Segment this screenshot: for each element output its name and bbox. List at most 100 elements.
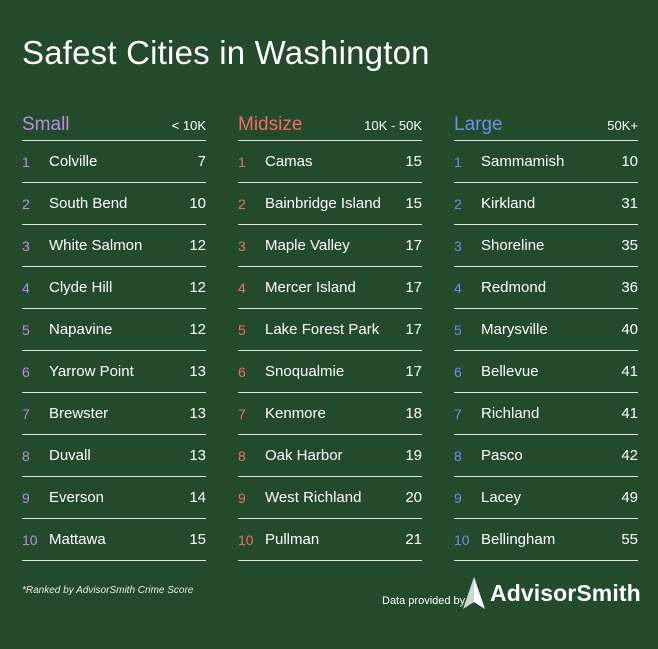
table-row: 10 Pullman 21: [238, 519, 422, 561]
table-row: 8 Duvall 13: [22, 435, 206, 477]
crime-score: 19: [405, 447, 422, 464]
city-name: Snoqualmie: [265, 363, 345, 380]
table-row: 10 Mattawa 15: [22, 519, 206, 561]
group-rows: 1 Sammamish 10 2 Kirkland 31 3 Shoreline 35 4 Redm…: [454, 141, 638, 561]
rank: 3: [454, 237, 462, 254]
rank: 8: [238, 447, 246, 464]
table-row: 1 Sammamish 10: [454, 141, 638, 183]
city-name: Colville: [49, 153, 98, 170]
table-row: 6 Yarrow Point 13: [22, 351, 206, 393]
group-rows: 1 Camas 15 2 Bainbridge Island 15 3 Maple Valle…: [238, 141, 422, 561]
city-name: Bainbridge Island: [265, 195, 381, 212]
group-large: Large 50K+ 1 Sammamish 10 2 Kirkland 31 3 Shore…: [454, 110, 638, 561]
crime-score: 17: [405, 321, 422, 338]
city-name: Mattawa: [49, 531, 106, 548]
group-range: 50K+: [607, 117, 638, 133]
city-name: Kenmore: [265, 405, 326, 422]
footnote: *Ranked by AdvisorSmith Crime Score: [22, 585, 194, 596]
crime-score: 20: [405, 489, 422, 506]
group-name: Small: [22, 114, 70, 135]
table-row: 2 Bainbridge Island 15: [238, 183, 422, 225]
crime-score: 17: [405, 237, 422, 254]
table-row: 5 Lake Forest Park 17: [238, 309, 422, 351]
table-row: 3 Shoreline 35: [454, 225, 638, 267]
table-row: 9 Lacey 49: [454, 477, 638, 519]
rank: 5: [238, 321, 246, 338]
crime-score: 12: [189, 237, 206, 254]
table-row: 8 Pasco 42: [454, 435, 638, 477]
table-row: 9 Everson 14: [22, 477, 206, 519]
group-midsize: Midsize 10K - 50K 1 Camas 15 2 Bainbridge Is…: [238, 110, 422, 561]
rank: 9: [22, 489, 30, 506]
rank: 7: [22, 405, 30, 422]
group-range: 10K - 50K: [364, 117, 422, 133]
rank: 9: [238, 489, 246, 506]
group-small: Small < 10K 1 Colville 7 2 South Bend 10 3 Whit…: [22, 110, 206, 561]
rank: 1: [22, 153, 30, 170]
city-name: Bellevue: [481, 363, 539, 380]
rank: 1: [454, 153, 462, 170]
crime-score: 41: [621, 363, 638, 380]
city-name: Napavine: [49, 321, 113, 338]
city-name: Oak Harbor: [265, 447, 343, 464]
city-name: Yarrow Point: [49, 363, 134, 380]
crime-score: 14: [189, 489, 206, 506]
table-row: 4 Clyde Hill 12: [22, 267, 206, 309]
crime-score: 40: [621, 321, 638, 338]
rank: 9: [454, 489, 462, 506]
crime-score: 12: [189, 321, 206, 338]
city-name: Duvall: [49, 447, 91, 464]
rank: 8: [454, 447, 462, 464]
table-row: 6 Snoqualmie 17: [238, 351, 422, 393]
city-name: Maple Valley: [265, 237, 350, 254]
table-row: 2 South Bend 10: [22, 183, 206, 225]
crime-score: 13: [189, 405, 206, 422]
crime-score: 15: [405, 153, 422, 170]
table-row: 2 Kirkland 31: [454, 183, 638, 225]
crime-score: 13: [189, 363, 206, 380]
group-name: Large: [454, 114, 503, 135]
group-header: Large 50K+: [454, 110, 638, 141]
table-row: 5 Marysville 40: [454, 309, 638, 351]
rank: 4: [454, 279, 462, 296]
table-row: 3 White Salmon 12: [22, 225, 206, 267]
table-row: 8 Oak Harbor 19: [238, 435, 422, 477]
crime-score: 10: [621, 153, 638, 170]
group-header: Small < 10K: [22, 110, 206, 141]
crime-score: 35: [621, 237, 638, 254]
rank: 8: [22, 447, 30, 464]
city-name: Everson: [49, 489, 105, 506]
data-provided-label: Data provided by: [382, 595, 466, 607]
table-row: 7 Richland 41: [454, 393, 638, 435]
city-name: Shoreline: [481, 237, 545, 254]
rank: 4: [238, 279, 246, 296]
crime-score: 18: [405, 405, 422, 422]
rank: 10: [238, 531, 254, 548]
table-row: 4 Redmond 36: [454, 267, 638, 309]
brand: AdvisorSmith: [462, 576, 641, 610]
rank: 6: [238, 363, 246, 380]
city-name: Redmond: [481, 279, 547, 296]
crime-score: 41: [621, 405, 638, 422]
table-row: 4 Mercer Island 17: [238, 267, 422, 309]
group-header: Midsize 10K - 50K: [238, 110, 422, 141]
crime-score: 17: [405, 363, 422, 380]
crime-score: 21: [405, 531, 422, 548]
advisorsmith-logo-icon: [463, 577, 485, 609]
brand-name: AdvisorSmith: [490, 579, 641, 606]
city-name: Richland: [481, 405, 540, 422]
rank: 5: [22, 321, 30, 338]
rank: 3: [238, 237, 246, 254]
rank: 5: [454, 321, 462, 338]
crime-score: 36: [621, 279, 638, 296]
table-row: 10 Bellingham 55: [454, 519, 638, 561]
rank: 2: [238, 195, 246, 212]
rank: 1: [238, 153, 246, 170]
city-name: Bellingham: [481, 531, 556, 548]
rank: 2: [454, 195, 462, 212]
table-row: 6 Bellevue 41: [454, 351, 638, 393]
rank: 2: [22, 195, 30, 212]
rank: 7: [454, 405, 462, 422]
table-row: 9 West Richland 20: [238, 477, 422, 519]
city-name: Sammamish: [481, 153, 565, 170]
